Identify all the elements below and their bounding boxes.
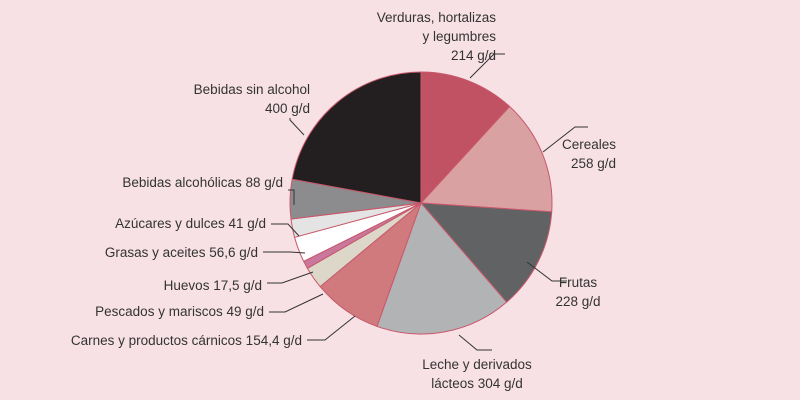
slice-label: Frutas 228 g/d xyxy=(555,275,600,309)
slice-label: Bebidas alcohólicas 88 g/d xyxy=(122,175,283,190)
slice-label-line: Verduras, hortalizas xyxy=(377,10,497,25)
slice-label-line: Grasas y aceites 56,6 g/d xyxy=(105,245,258,260)
slice-label-line: Pescados y mariscos 49 g/d xyxy=(95,304,264,319)
leader-line xyxy=(542,126,588,153)
slice-label-line: Cereales xyxy=(562,137,616,152)
slice-label-line: Azúcares y dulces 41 g/d xyxy=(115,216,266,231)
slice-label-line: Frutas xyxy=(559,275,598,290)
leader-line xyxy=(267,271,314,284)
leader-line xyxy=(458,334,492,351)
pie-slice xyxy=(420,71,511,205)
slice-label-line: 258 g/d xyxy=(571,156,616,171)
slice-label: Carnes y productos cárnicos 154,4 g/d xyxy=(71,333,302,348)
leader-line xyxy=(289,118,305,136)
leader-line xyxy=(271,223,300,237)
slice-label-line: Huevos 17,5 g/d xyxy=(164,278,262,293)
slice-label-line: Carnes y productos cárnicos 154,4 g/d xyxy=(71,333,302,348)
slice-label-line: Leche y derivados xyxy=(422,357,532,372)
slice-label: Bebidas sin alcohol 400 g/d xyxy=(194,82,310,116)
leader-line xyxy=(526,261,567,282)
pie-slice xyxy=(419,105,553,213)
pie-slice xyxy=(291,71,422,204)
leader-line xyxy=(263,251,306,254)
slice-label-line: Bebidas sin alcohol xyxy=(194,82,310,97)
pie-slices xyxy=(289,71,553,335)
leader-line xyxy=(288,189,295,205)
slice-label: Leche y derivados lácteos 304 g/d xyxy=(422,357,532,391)
slice-label: Cereales 258 g/d xyxy=(562,137,616,171)
slice-label: Huevos 17,5 g/d xyxy=(164,278,262,293)
slice-label: Grasas y aceites 56,6 g/d xyxy=(105,245,258,260)
slice-label: Verduras, hortalizas y legumbres 214 g/d xyxy=(377,10,497,63)
slice-label: Pescados y mariscos 49 g/d xyxy=(95,304,264,319)
slice-label-line: y legumbres xyxy=(422,29,496,44)
slice-labels: Verduras, hortalizas y legumbres 214 g/d Ce… xyxy=(71,10,616,391)
leader-line xyxy=(307,315,356,341)
slice-label-line: 400 g/d xyxy=(265,101,310,116)
slice-label-line: 214 g/d xyxy=(451,48,496,63)
leader-line xyxy=(269,293,324,313)
slice-label-line: lácteos 304 g/d xyxy=(431,376,523,391)
leader-line xyxy=(469,53,505,79)
slice-label: Azúcares y dulces 41 g/d xyxy=(115,216,266,231)
slice-label-line: Bebidas alcohólicas 88 g/d xyxy=(122,175,283,190)
leader-lines xyxy=(263,53,588,351)
pie-slice xyxy=(419,202,553,303)
slice-label-line: 228 g/d xyxy=(555,294,600,309)
